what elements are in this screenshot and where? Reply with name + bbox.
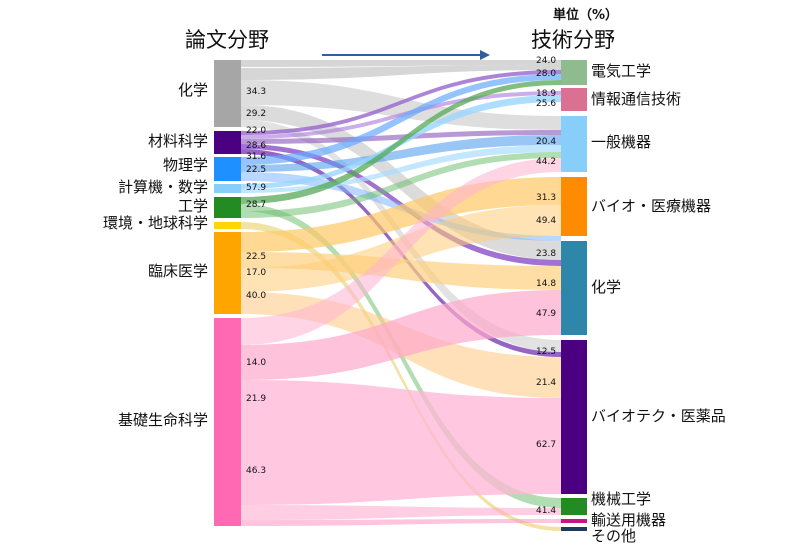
- flow-band: [241, 91, 561, 139]
- right-node-8: [561, 527, 587, 531]
- left-flow-value: 29.2: [246, 109, 267, 119]
- right-node-0: [561, 60, 587, 85]
- right-node-label: バイオ・医療機器: [591, 197, 712, 215]
- left-flow-value: 46.3: [246, 466, 267, 476]
- left-node-label: 化学: [177, 81, 208, 99]
- right-flow-value: 12.5: [536, 347, 557, 357]
- left-node-6: [214, 232, 241, 314]
- left-flow-value: 22.5: [246, 252, 267, 262]
- flow-layer: [241, 60, 561, 531]
- right-node-7: [561, 519, 587, 523]
- flow-band: [241, 290, 561, 380]
- right-flow-value: 14.8: [536, 279, 557, 289]
- right-flow-value: 41.4: [536, 506, 557, 516]
- right-node-label: 輸送用機器: [591, 511, 667, 529]
- right-flow-value: 21.4: [536, 378, 557, 388]
- right-flow-value: 24.0: [536, 56, 557, 66]
- right-flow-value: 31.3: [536, 193, 557, 203]
- right-flow-value: 28.0: [536, 69, 557, 79]
- left-node-label: 基礎生命科学: [117, 411, 208, 429]
- left-node-0: [214, 60, 241, 127]
- right-node-label: 機械工学: [591, 490, 652, 508]
- flow-band: [241, 380, 561, 505]
- left-flow-value: 28.7: [246, 200, 267, 210]
- left-node-5: [214, 222, 241, 229]
- right-node-label: 一般機器: [591, 133, 652, 151]
- flow-band: [241, 152, 561, 218]
- left-flow-value: 57.9: [246, 183, 267, 193]
- flow-band: [241, 177, 561, 252]
- node-layer: [214, 60, 587, 531]
- left-flow-value: 22.5: [246, 165, 267, 175]
- left-node-2: [214, 157, 241, 181]
- right-node-label: バイオテク・医薬品: [591, 407, 726, 425]
- right-flow-value: 44.2: [536, 157, 557, 167]
- flow-band: [241, 60, 561, 67]
- left-flow-value: 34.3: [246, 87, 267, 97]
- right-node-label: 電気工学: [591, 62, 652, 80]
- left-flow-value: 22.0: [246, 126, 267, 136]
- left-node-7: [214, 318, 241, 526]
- right-node-4: [561, 241, 587, 335]
- right-flow-value: 47.9: [536, 309, 557, 319]
- left-node-label: 臨床医学: [147, 262, 208, 280]
- flow-band: [241, 158, 561, 345]
- flow-band: [241, 135, 561, 172]
- flow-band: [241, 145, 561, 193]
- right-node-5: [561, 340, 587, 494]
- left-node-label: 工学: [177, 197, 208, 215]
- flow-band: [241, 80, 561, 204]
- flow-band: [241, 505, 561, 520]
- left-node-3: [214, 184, 241, 193]
- flow-band: [241, 120, 561, 352]
- right-flow-value: 49.4: [536, 216, 557, 226]
- flow-band: [241, 70, 561, 135]
- left-node-1: [214, 131, 241, 154]
- right-flow-value: 62.7: [536, 440, 557, 450]
- right-node-1: [561, 88, 587, 111]
- right-flow-value: 20.4: [536, 137, 557, 147]
- right-axis-title: 技術分野: [531, 28, 615, 52]
- direction-arrow-head: [480, 50, 490, 60]
- right-node-2: [561, 116, 587, 172]
- flow-band: [241, 222, 561, 531]
- right-node-6: [561, 498, 587, 515]
- right-node-label: その他: [591, 527, 637, 545]
- left-node-label: 材料科学: [147, 132, 208, 150]
- left-node-4: [214, 197, 241, 218]
- left-node-label: 物理学: [162, 156, 208, 174]
- unit-label: 単位（%）: [553, 8, 619, 23]
- right-node-3: [561, 177, 587, 236]
- right-flow-value: 18.9: [536, 89, 557, 99]
- left-node-label: 計算機・数学: [117, 178, 208, 196]
- flow-band: [241, 74, 561, 165]
- left-flow-value: 21.9: [246, 394, 267, 404]
- left-flow-value: 28.6: [246, 141, 267, 151]
- left-axis-title: 論文分野: [185, 28, 269, 52]
- right-flow-value: 23.8: [536, 249, 557, 259]
- flow-band: [241, 519, 561, 526]
- left-node-label: 環境・地球科学: [102, 214, 208, 232]
- left-flow-value: 17.0: [246, 268, 267, 278]
- flow-band: [241, 130, 561, 144]
- right-node-label: 情報通信技術: [591, 90, 682, 108]
- flow-band: [241, 80, 561, 130]
- left-flow-value: 31.6: [246, 152, 267, 162]
- right-node-label: 化学: [591, 278, 622, 296]
- right-flow-value: 25.6: [536, 99, 557, 109]
- left-flow-value: 14.0: [246, 358, 267, 368]
- flow-band: [241, 65, 561, 80]
- left-flow-value: 40.0: [246, 291, 267, 301]
